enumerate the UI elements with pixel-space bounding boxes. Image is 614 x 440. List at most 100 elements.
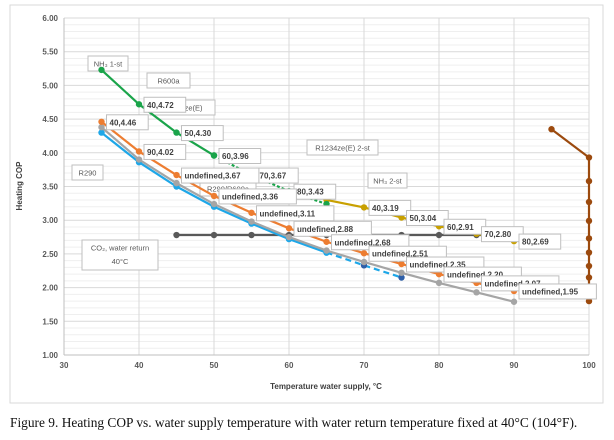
data-label-box bbox=[406, 210, 449, 227]
data-point bbox=[135, 148, 143, 155]
series-line bbox=[326, 251, 402, 279]
data-point bbox=[173, 129, 180, 136]
data-point bbox=[435, 279, 443, 287]
data-point bbox=[135, 156, 143, 163]
x-tick-label: 80 bbox=[435, 361, 444, 370]
data-point bbox=[585, 154, 593, 161]
data-point bbox=[473, 289, 480, 296]
data-label: 60,3.96 bbox=[218, 147, 262, 164]
data-label: 90,4.02 bbox=[143, 143, 187, 160]
y-tick-label: 1.00 bbox=[42, 351, 58, 360]
y-tick-label: 3.00 bbox=[42, 216, 58, 225]
data-point bbox=[285, 233, 293, 241]
data-point bbox=[98, 129, 105, 136]
data-label-text: undefined,3.36 bbox=[222, 192, 279, 201]
annotation-box bbox=[306, 139, 379, 156]
data-label-box bbox=[106, 114, 149, 131]
series-0 bbox=[98, 66, 218, 159]
data-point bbox=[173, 171, 180, 179]
data-label-text: 90,4.02 bbox=[147, 148, 174, 157]
data-point bbox=[210, 152, 218, 159]
data-label-text: 80,3.43 bbox=[297, 188, 324, 197]
data-point bbox=[248, 218, 255, 225]
data-label-text: undefined,1.95 bbox=[522, 287, 579, 296]
data-label-text: 70,2.80 bbox=[485, 230, 512, 239]
data-point bbox=[585, 262, 593, 270]
x-tick-label: 50 bbox=[210, 361, 219, 370]
y-axis-label: Heating COP bbox=[15, 161, 24, 211]
annotation-text: R600a bbox=[157, 77, 180, 86]
data-label-text: 50,3.04 bbox=[410, 214, 437, 223]
data-label: undefined,3.36 bbox=[218, 188, 297, 205]
annotation-box bbox=[87, 55, 129, 72]
y-tick-label: 6.00 bbox=[42, 14, 58, 23]
annotation-box bbox=[146, 72, 191, 89]
data-point bbox=[323, 238, 330, 245]
data-label-text: undefined,2.20 bbox=[447, 271, 504, 280]
annotation-text: R290 bbox=[79, 169, 97, 178]
data-label-text: undefined,3.67 bbox=[185, 172, 242, 181]
data-point bbox=[398, 260, 405, 268]
data-point bbox=[173, 179, 180, 187]
data-label-text: 40,4.72 bbox=[147, 101, 174, 110]
data-label-box bbox=[518, 283, 597, 300]
annotation-box bbox=[81, 239, 159, 271]
series-annotation: NH₃ 1-st bbox=[87, 55, 129, 72]
data-label-text: undefined,3.11 bbox=[260, 209, 316, 218]
x-tick-label: 40 bbox=[135, 361, 144, 370]
data-point bbox=[360, 250, 368, 257]
data-point bbox=[585, 274, 593, 281]
data-label: undefined,1.95 bbox=[518, 283, 597, 300]
data-point bbox=[98, 123, 105, 131]
series-annotation: R600a bbox=[146, 72, 191, 89]
y-tick-label: 1.50 bbox=[42, 317, 58, 326]
data-point bbox=[585, 297, 593, 305]
annotation-text: 40°C bbox=[112, 257, 129, 266]
data-point bbox=[585, 249, 593, 256]
x-tick-label: 90 bbox=[510, 361, 519, 370]
data-label: undefined,3.67 bbox=[181, 167, 260, 184]
series-line bbox=[100, 69, 215, 157]
data-point bbox=[98, 66, 105, 74]
data-label-text: 60,3.96 bbox=[222, 152, 249, 161]
data-label-box bbox=[181, 167, 260, 184]
data-label-text: undefined,2.68 bbox=[335, 238, 392, 247]
y-tick-label: 3.50 bbox=[42, 183, 58, 192]
data-label-text: 70,3.67 bbox=[260, 172, 287, 181]
data-label: 50,4.30 bbox=[181, 125, 224, 142]
data-label: undefined,2.88 bbox=[293, 220, 372, 237]
data-point bbox=[435, 270, 443, 278]
annotation-text: NH₃ 2-st bbox=[373, 177, 402, 186]
y-tick-label: 4.50 bbox=[42, 115, 58, 124]
y-tick-label: 5.00 bbox=[42, 81, 58, 90]
x-axis-label: Temperature water supply, °C bbox=[270, 382, 382, 391]
data-point bbox=[360, 204, 368, 211]
data-point bbox=[360, 258, 368, 266]
data-point bbox=[135, 101, 143, 108]
data-point bbox=[248, 231, 255, 239]
series-annotation: CO₂, water return 40°C bbox=[81, 239, 159, 271]
data-label-box bbox=[143, 96, 187, 113]
annotation-text: NH₃ 1-st bbox=[94, 60, 123, 69]
series-6 bbox=[98, 123, 518, 305]
annotation-box bbox=[71, 164, 104, 181]
series-annotation: R1234ze(E) 2-st bbox=[306, 139, 379, 156]
series-annotation: NH₃ 2-st bbox=[367, 172, 408, 189]
data-point bbox=[585, 217, 593, 225]
data-label-box bbox=[368, 199, 412, 216]
data-label-box bbox=[218, 188, 297, 205]
series-annotation: R290 bbox=[71, 164, 104, 181]
figure-caption: Figure 9. Heating COP vs. water supply t… bbox=[10, 415, 578, 430]
data-label-text: 40,3.19 bbox=[372, 204, 399, 213]
data-label-text: undefined,2.35 bbox=[410, 261, 467, 270]
data-point bbox=[248, 209, 255, 216]
data-label-text: 50,4.30 bbox=[185, 129, 212, 138]
y-tick-label: 4.00 bbox=[42, 149, 58, 158]
annotation-text: CO₂, water return bbox=[91, 244, 149, 253]
data-point bbox=[548, 126, 555, 133]
x-tick-label: 100 bbox=[582, 361, 596, 370]
data-point bbox=[585, 177, 593, 185]
data-point bbox=[98, 118, 105, 125]
data-point bbox=[398, 269, 405, 276]
